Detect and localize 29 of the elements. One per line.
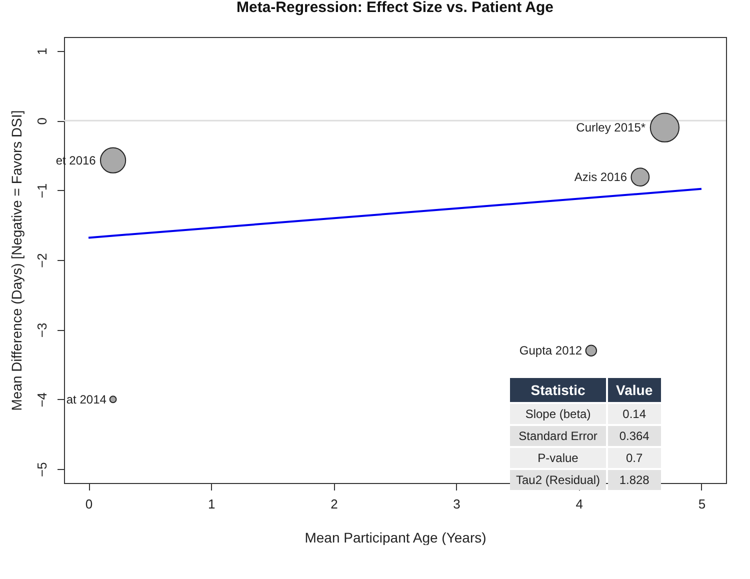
annotation: Value — [608, 378, 661, 402]
annotation: Standard Error — [510, 426, 606, 446]
annotation: Tau2 (Residual) — [510, 470, 606, 490]
x-tick-label: 0 — [85, 496, 93, 512]
y-tick-label: −4 — [34, 392, 50, 408]
y-tick-label: −1 — [34, 183, 50, 198]
annotation: 0.364 — [608, 426, 661, 446]
x-tick-label: 5 — [698, 496, 706, 512]
y-tick-label: 0 — [34, 118, 50, 125]
annotation: 0.14 — [608, 404, 661, 424]
annotation: P-value — [510, 448, 606, 468]
x-tick-label: 2 — [330, 496, 338, 512]
annotation: Slope (beta) — [510, 404, 606, 424]
y-tick-label: −2 — [34, 253, 50, 268]
annotation: 1.828 — [608, 470, 661, 490]
y-tick-label: −5 — [34, 462, 50, 477]
y-tick-label: 1 — [34, 48, 50, 56]
annotation: Gupta 2012 — [519, 344, 582, 358]
x-tick-label: 4 — [576, 496, 584, 512]
y-axis-title: Mean Difference (Days) [Negative = Favors DSI] — [8, 110, 24, 411]
y-tick-label: −3 — [34, 322, 50, 338]
annotation: at 2014 — [66, 392, 107, 406]
annotation: 0.7 — [608, 448, 661, 468]
annotation: Azis 2016 — [574, 170, 628, 184]
annotation: Curley 2015* — [576, 120, 646, 135]
chart-title: Meta-Regression: Effect Size vs. Patient Age — [236, 0, 554, 16]
x-tick-label: 1 — [208, 496, 216, 512]
x-tick-label: 3 — [453, 496, 460, 512]
annotation: Statistic — [510, 378, 606, 402]
